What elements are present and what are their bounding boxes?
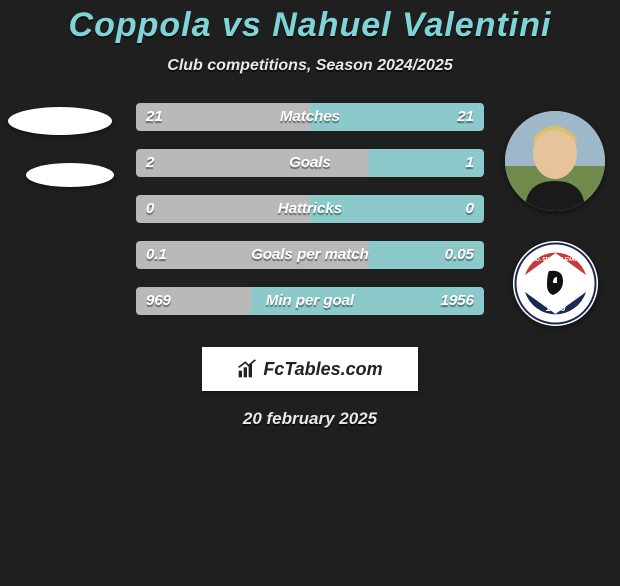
stat-row-matches: Matches2121	[136, 103, 484, 131]
stat-row-goals-per-match: Goals per match0.10.05	[136, 241, 484, 269]
stat-bar-right	[251, 287, 484, 315]
stat-row-goals: Goals21	[136, 149, 484, 177]
club-crest-icon: 1919 U.S.D. SESTRI LEVANTE	[513, 241, 598, 326]
right-player-avatar	[505, 111, 605, 211]
left-player-column	[0, 103, 130, 333]
svg-text:1919: 1919	[545, 303, 565, 313]
stat-bar-left	[136, 241, 369, 269]
right-player-column: 1919 U.S.D. SESTRI LEVANTE	[490, 103, 620, 333]
stat-bar-right	[369, 149, 484, 177]
left-player-avatar-placeholder	[8, 107, 112, 135]
comparison-title: Coppola vs Nahuel Valentini	[0, 6, 620, 45]
left-player-logo-placeholder	[26, 163, 114, 187]
comparison-subtitle: Club competitions, Season 2024/2025	[0, 57, 620, 75]
comparison-body: Matches2121 Goals21 Hattricks00 Goals per m…	[0, 103, 620, 333]
branding-badge: FcTables.com	[202, 347, 418, 391]
svg-text:U.S.D. SESTRI LEVANTE: U.S.D. SESTRI LEVANTE	[526, 257, 585, 263]
stat-bar-right	[310, 195, 484, 223]
snapshot-date: 20 february 2025	[0, 409, 620, 429]
stat-bar-left	[136, 287, 251, 315]
stat-bar-right	[369, 241, 484, 269]
stat-row-min-per-goal: Min per goal9691956	[136, 287, 484, 315]
stat-bar-right	[310, 103, 484, 131]
branding-text: FcTables.com	[263, 359, 382, 380]
stat-bars: Matches2121 Goals21 Hattricks00 Goals per m…	[136, 103, 484, 333]
player-portrait-icon	[505, 111, 605, 211]
stat-bar-left	[136, 195, 310, 223]
stat-row-hattricks: Hattricks00	[136, 195, 484, 223]
right-player-club-logo: 1919 U.S.D. SESTRI LEVANTE	[513, 241, 598, 326]
stat-bar-left	[136, 149, 369, 177]
stat-bar-left	[136, 103, 310, 131]
bar-chart-icon	[237, 359, 257, 379]
